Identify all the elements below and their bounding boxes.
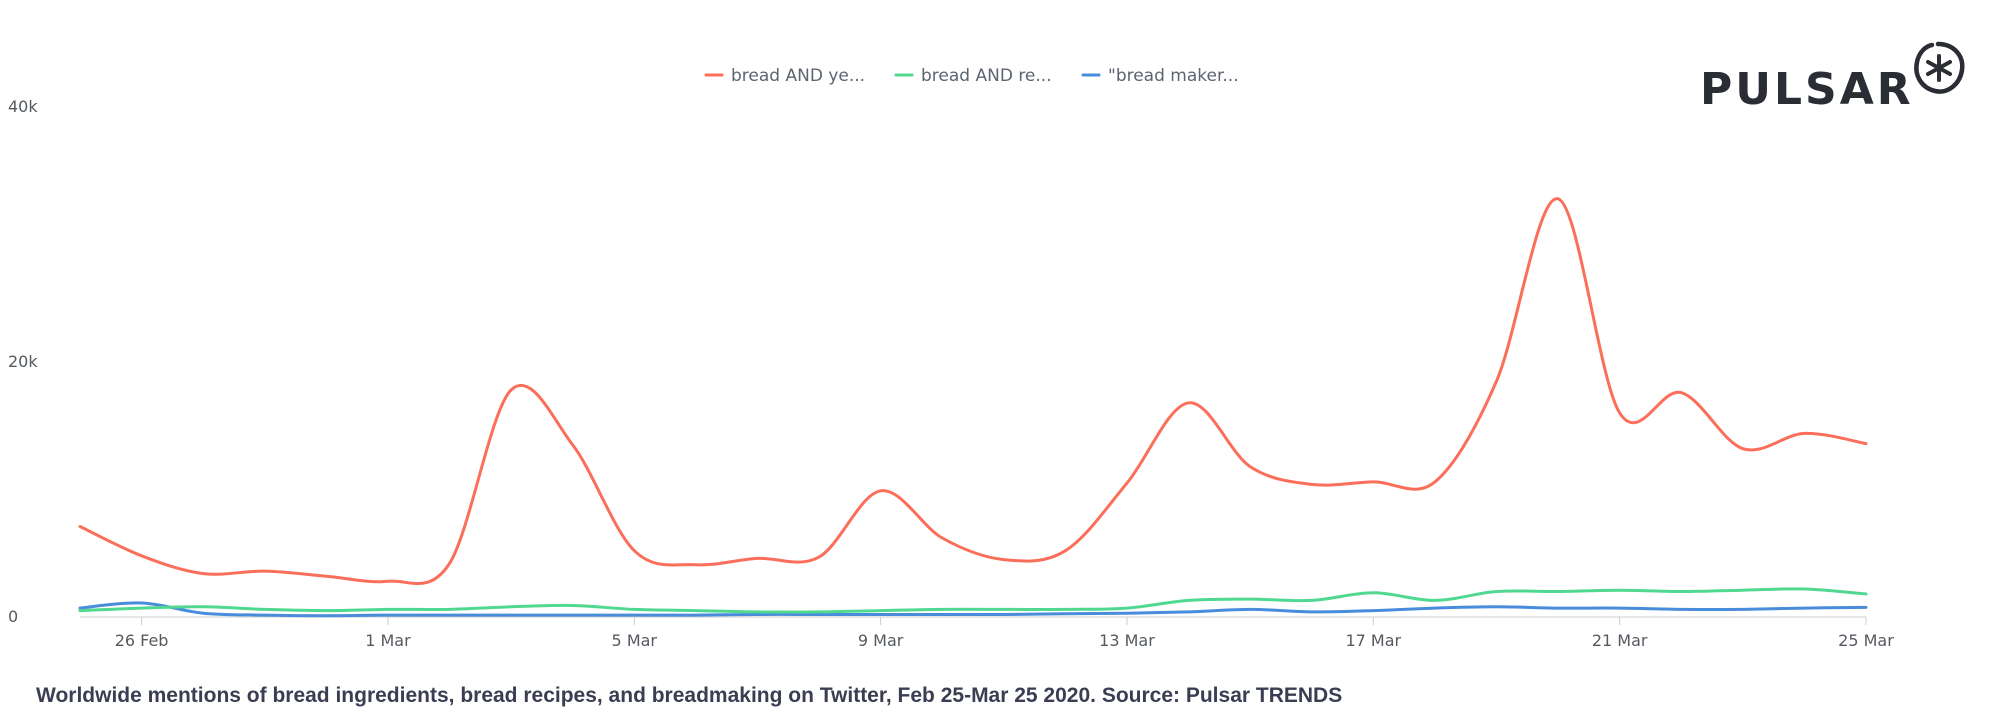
x-tick-label: 1 Mar (365, 631, 411, 650)
legend-item-label: bread AND ye... (731, 66, 865, 86)
pulsar-logo: PULSAR (1700, 38, 1980, 118)
y-tick-label: 0 (8, 607, 18, 626)
logo-wordmark: PULSAR (1700, 64, 1914, 115)
x-tick-label: 25 Mar (1838, 631, 1894, 650)
y-axis: 0 20k 40k (8, 97, 38, 626)
x-tick-label: 26 Feb (115, 631, 169, 650)
y-tick-label: 40k (8, 97, 38, 116)
x-tick-label: 9 Mar (858, 631, 904, 650)
legend: bread AND ye... bread AND re... "bread mak… (704, 66, 1239, 86)
x-tick-label: 17 Mar (1345, 631, 1401, 650)
x-tick-label: 21 Mar (1592, 631, 1648, 650)
x-tick-label: 13 Mar (1099, 631, 1155, 650)
y-tick-label: 20k (8, 352, 38, 371)
x-tick-label: 5 Mar (612, 631, 658, 650)
pulsar-mark-icon (1914, 41, 1965, 94)
x-axis: 26 Feb 1 Mar 5 Mar 9 Mar 13 Mar 17 Mar 21 Mar 2… (80, 616, 1894, 650)
legend-item-label: bread AND re... (921, 66, 1052, 86)
series-line-bread-recipes (78, 587, 1868, 614)
legend-item-label: "bread maker... (1108, 66, 1239, 86)
chart-caption: Worldwide mentions of bread ingredients,… (36, 684, 1343, 707)
plot-area (78, 197, 1868, 618)
series-line-bread-maker (78, 601, 1868, 618)
series-line-bread-yeast (78, 197, 1868, 586)
